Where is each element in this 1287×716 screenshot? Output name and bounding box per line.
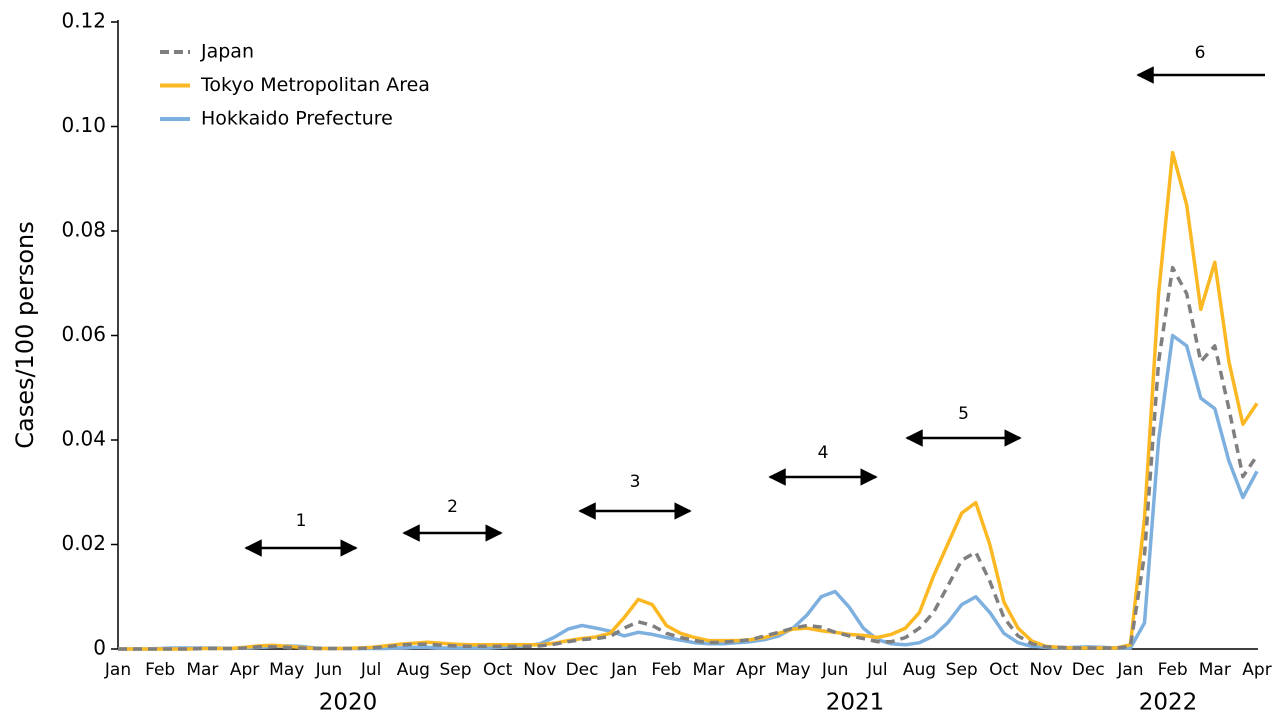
legend-label: Tokyo Metropolitan Area xyxy=(200,74,430,96)
x-tick-label: Mar xyxy=(186,660,218,680)
legend-label: Hokkaido Prefecture xyxy=(201,108,393,130)
x-tick-label: Dec xyxy=(1072,660,1105,680)
y-tick-label: 0.02 xyxy=(61,531,106,555)
period-label: 1 xyxy=(296,511,307,531)
x-tick-label: Apr xyxy=(230,660,259,680)
legend-label: Japan xyxy=(200,41,254,63)
period-label: 2 xyxy=(447,497,458,517)
x-tick-label: Jul xyxy=(866,660,888,680)
x-tick-label: Sep xyxy=(946,660,978,680)
x-tick-label: Dec xyxy=(566,660,599,680)
x-tick-label: Sep xyxy=(439,660,471,680)
x-tick-label: Jun xyxy=(315,660,343,680)
x-tick-label: Nov xyxy=(1029,660,1062,680)
x-tick-label: Feb xyxy=(1158,660,1188,680)
x-tick-label: Feb xyxy=(145,660,175,680)
series-line xyxy=(118,150,1259,651)
x-tick-label: Jan xyxy=(104,660,131,680)
year-label: 2021 xyxy=(826,690,885,716)
y-tick-label: 0.04 xyxy=(61,427,106,451)
x-tick-label: Oct xyxy=(989,660,1019,680)
y-tick-label: 0.06 xyxy=(61,322,106,346)
x-tick-label: May xyxy=(269,660,304,680)
y-tick-label: 0.08 xyxy=(61,218,106,242)
x-tick-label: Apr xyxy=(736,660,765,680)
y-tick-label: 0.12 xyxy=(61,9,106,33)
period-label: 3 xyxy=(630,472,641,492)
x-tick-label: Oct xyxy=(483,660,513,680)
x-tick-label: Jan xyxy=(610,660,637,680)
series-line xyxy=(118,265,1259,651)
x-tick-label: Aug xyxy=(903,660,936,680)
x-tick-label: May xyxy=(775,660,810,680)
period-label: 4 xyxy=(818,443,829,463)
y-tick-label: 0.10 xyxy=(61,113,106,137)
y-tick-label: 0 xyxy=(93,636,106,660)
x-tick-label: Apr xyxy=(1242,660,1271,680)
period-label: 6 xyxy=(1195,43,1206,63)
x-tick-label: Jan xyxy=(1116,660,1143,680)
x-tick-label: Jul xyxy=(360,660,382,680)
x-tick-label: Aug xyxy=(397,660,430,680)
x-tick-label: Mar xyxy=(1199,660,1231,680)
y-axis-label: Cases/100 persons xyxy=(11,221,39,449)
series-line xyxy=(118,333,1259,651)
period-label: 5 xyxy=(958,404,969,424)
x-tick-label: Jun xyxy=(821,660,849,680)
year-label: 2020 xyxy=(319,690,378,716)
x-tick-label: Mar xyxy=(693,660,725,680)
year-label: 2022 xyxy=(1139,690,1198,716)
x-tick-label: Nov xyxy=(523,660,556,680)
x-tick-label: Feb xyxy=(651,660,681,680)
